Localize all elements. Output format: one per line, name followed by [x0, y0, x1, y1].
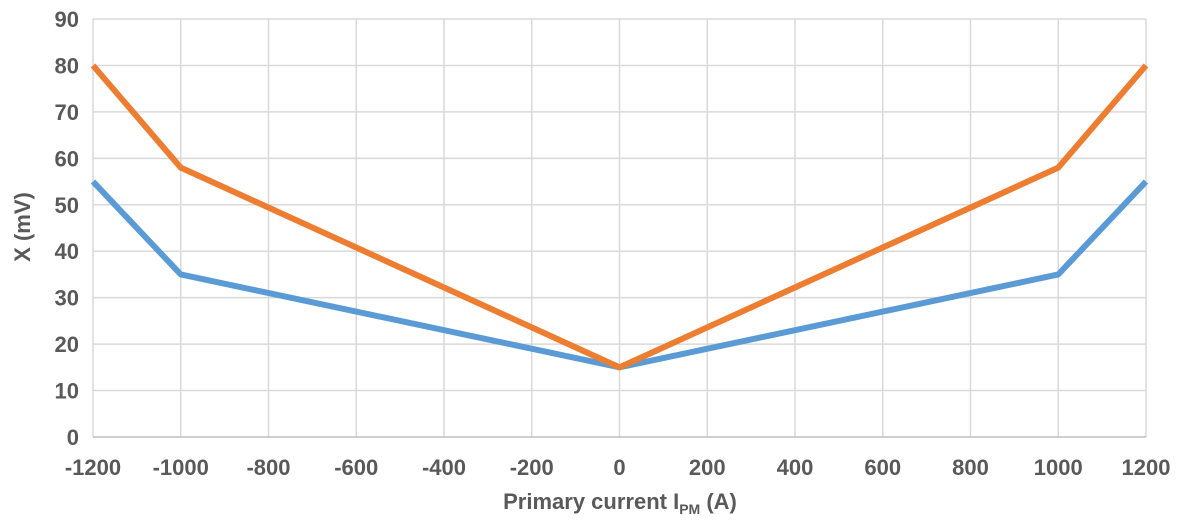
tick-labels: 0 10 20 30 40 50 60 70 80 90 -1200 -1000 -800 -600 -40…: [55, 7, 1171, 480]
y-tick-label: 50: [55, 193, 79, 218]
series-line-2: [90, 63, 1149, 371]
y-tick-label: 80: [55, 53, 79, 78]
x-tick-label: 800: [952, 455, 989, 480]
x-tick-label: -600: [334, 455, 378, 480]
y-tick-label: 30: [55, 286, 79, 311]
x-tick-label: -400: [422, 455, 466, 480]
x-tick-label: 200: [689, 455, 726, 480]
x-tick-label: -1200: [65, 455, 121, 480]
x-tick-label: 600: [864, 455, 901, 480]
x-tick-label: 1200: [1122, 455, 1171, 480]
x-tick-label: -200: [510, 455, 554, 480]
y-axis-title: X (mV): [10, 192, 35, 262]
x-tick-label: 0: [613, 455, 625, 480]
y-tick-label: 20: [55, 332, 79, 357]
x-tick-label: 1000: [1034, 455, 1083, 480]
y-tick-label: 90: [55, 7, 79, 32]
y-tick-label: 60: [55, 146, 79, 171]
x-tick-label: -1000: [153, 455, 209, 480]
x-tick-label: 400: [777, 455, 814, 480]
x-tick-label: -800: [246, 455, 290, 480]
y-tick-label: 10: [55, 379, 79, 404]
series-lines: [90, 63, 1149, 371]
gridlines: [92, 18, 1147, 437]
x-axis-title: Primary current IPM (A): [503, 489, 737, 517]
y-tick-label: 0: [67, 425, 79, 450]
y-tick-label: 70: [55, 100, 79, 125]
y-tick-label: 40: [55, 239, 79, 264]
